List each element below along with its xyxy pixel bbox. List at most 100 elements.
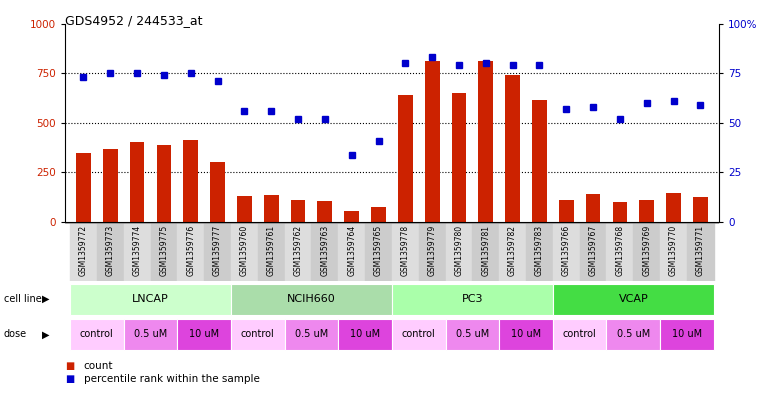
Bar xyxy=(499,223,526,281)
Text: GSM1359780: GSM1359780 xyxy=(454,224,463,276)
Text: dose: dose xyxy=(4,329,27,340)
Bar xyxy=(392,283,552,315)
Bar xyxy=(177,223,204,281)
Bar xyxy=(552,319,607,350)
Bar xyxy=(666,193,681,222)
Text: PC3: PC3 xyxy=(462,294,483,304)
Bar xyxy=(607,319,660,350)
Bar xyxy=(613,202,627,222)
Text: 0.5 uM: 0.5 uM xyxy=(456,329,489,340)
Bar xyxy=(552,223,580,281)
Text: GSM1359770: GSM1359770 xyxy=(669,224,678,276)
Text: 10 uM: 10 uM xyxy=(672,329,702,340)
Text: control: control xyxy=(80,329,113,340)
Bar xyxy=(344,211,359,222)
Text: GSM1359760: GSM1359760 xyxy=(240,224,249,276)
Text: GSM1359783: GSM1359783 xyxy=(535,224,544,276)
Bar xyxy=(177,319,231,350)
Bar xyxy=(97,223,124,281)
Text: GSM1359772: GSM1359772 xyxy=(79,224,88,276)
Bar xyxy=(285,319,339,350)
Text: NCIH660: NCIH660 xyxy=(287,294,336,304)
Bar xyxy=(473,223,499,281)
Bar xyxy=(157,145,171,222)
Text: cell line: cell line xyxy=(4,294,42,304)
Bar xyxy=(183,140,198,222)
Text: control: control xyxy=(241,329,275,340)
Bar xyxy=(425,61,440,222)
Text: GSM1359777: GSM1359777 xyxy=(213,224,222,276)
Bar xyxy=(479,61,493,222)
Bar xyxy=(660,223,687,281)
Bar xyxy=(392,319,445,350)
Bar xyxy=(285,223,311,281)
Bar xyxy=(639,200,654,222)
Bar xyxy=(231,319,285,350)
Bar xyxy=(392,223,419,281)
Text: GSM1359764: GSM1359764 xyxy=(347,224,356,276)
Bar xyxy=(499,319,552,350)
Bar xyxy=(231,283,392,315)
Bar xyxy=(365,223,392,281)
Text: GSM1359768: GSM1359768 xyxy=(616,224,625,276)
Bar xyxy=(451,93,466,222)
Bar xyxy=(693,197,708,222)
Bar xyxy=(419,223,445,281)
Bar xyxy=(204,223,231,281)
Bar xyxy=(607,223,633,281)
Text: ▶: ▶ xyxy=(42,294,49,304)
Text: percentile rank within the sample: percentile rank within the sample xyxy=(84,374,260,384)
Text: VCAP: VCAP xyxy=(619,294,648,304)
Text: 10 uM: 10 uM xyxy=(350,329,380,340)
Text: GSM1359767: GSM1359767 xyxy=(588,224,597,276)
Bar xyxy=(124,319,177,350)
Bar xyxy=(339,223,365,281)
Bar xyxy=(526,223,552,281)
Text: GSM1359774: GSM1359774 xyxy=(132,224,142,276)
Bar xyxy=(445,319,499,350)
Text: GSM1359769: GSM1359769 xyxy=(642,224,651,276)
Bar xyxy=(532,100,547,222)
Bar xyxy=(687,223,714,281)
Text: GSM1359765: GSM1359765 xyxy=(374,224,383,276)
Bar xyxy=(580,223,607,281)
Bar xyxy=(311,223,339,281)
Text: control: control xyxy=(563,329,597,340)
Bar xyxy=(398,95,412,222)
Bar xyxy=(586,194,600,222)
Bar xyxy=(559,200,574,222)
Bar xyxy=(445,223,473,281)
Bar xyxy=(339,319,392,350)
Bar xyxy=(210,162,225,222)
Text: 0.5 uM: 0.5 uM xyxy=(134,329,167,340)
Bar xyxy=(371,207,386,222)
Text: GDS4952 / 244533_at: GDS4952 / 244533_at xyxy=(65,14,202,27)
Text: GSM1359763: GSM1359763 xyxy=(320,224,330,276)
Text: 0.5 uM: 0.5 uM xyxy=(616,329,650,340)
Text: 10 uM: 10 uM xyxy=(511,329,541,340)
Bar xyxy=(231,223,258,281)
Text: LNCAP: LNCAP xyxy=(132,294,169,304)
Text: GSM1359773: GSM1359773 xyxy=(106,224,115,276)
Bar xyxy=(552,283,714,315)
Bar xyxy=(151,223,177,281)
Text: GSM1359782: GSM1359782 xyxy=(508,224,517,275)
Text: 0.5 uM: 0.5 uM xyxy=(295,329,328,340)
Bar xyxy=(103,149,118,222)
Text: GSM1359762: GSM1359762 xyxy=(294,224,303,276)
Bar xyxy=(70,223,97,281)
Text: ■: ■ xyxy=(65,374,74,384)
Bar xyxy=(124,223,151,281)
Text: GSM1359771: GSM1359771 xyxy=(696,224,705,276)
Text: GSM1359775: GSM1359775 xyxy=(159,224,168,276)
Text: ▶: ▶ xyxy=(42,329,49,340)
Text: 10 uM: 10 uM xyxy=(189,329,219,340)
Text: GSM1359776: GSM1359776 xyxy=(186,224,196,276)
Text: ■: ■ xyxy=(65,361,74,371)
Bar xyxy=(129,141,145,222)
Text: GSM1359779: GSM1359779 xyxy=(428,224,437,276)
Bar xyxy=(70,319,124,350)
Bar xyxy=(291,200,305,222)
Bar xyxy=(76,152,91,222)
Bar xyxy=(660,319,714,350)
